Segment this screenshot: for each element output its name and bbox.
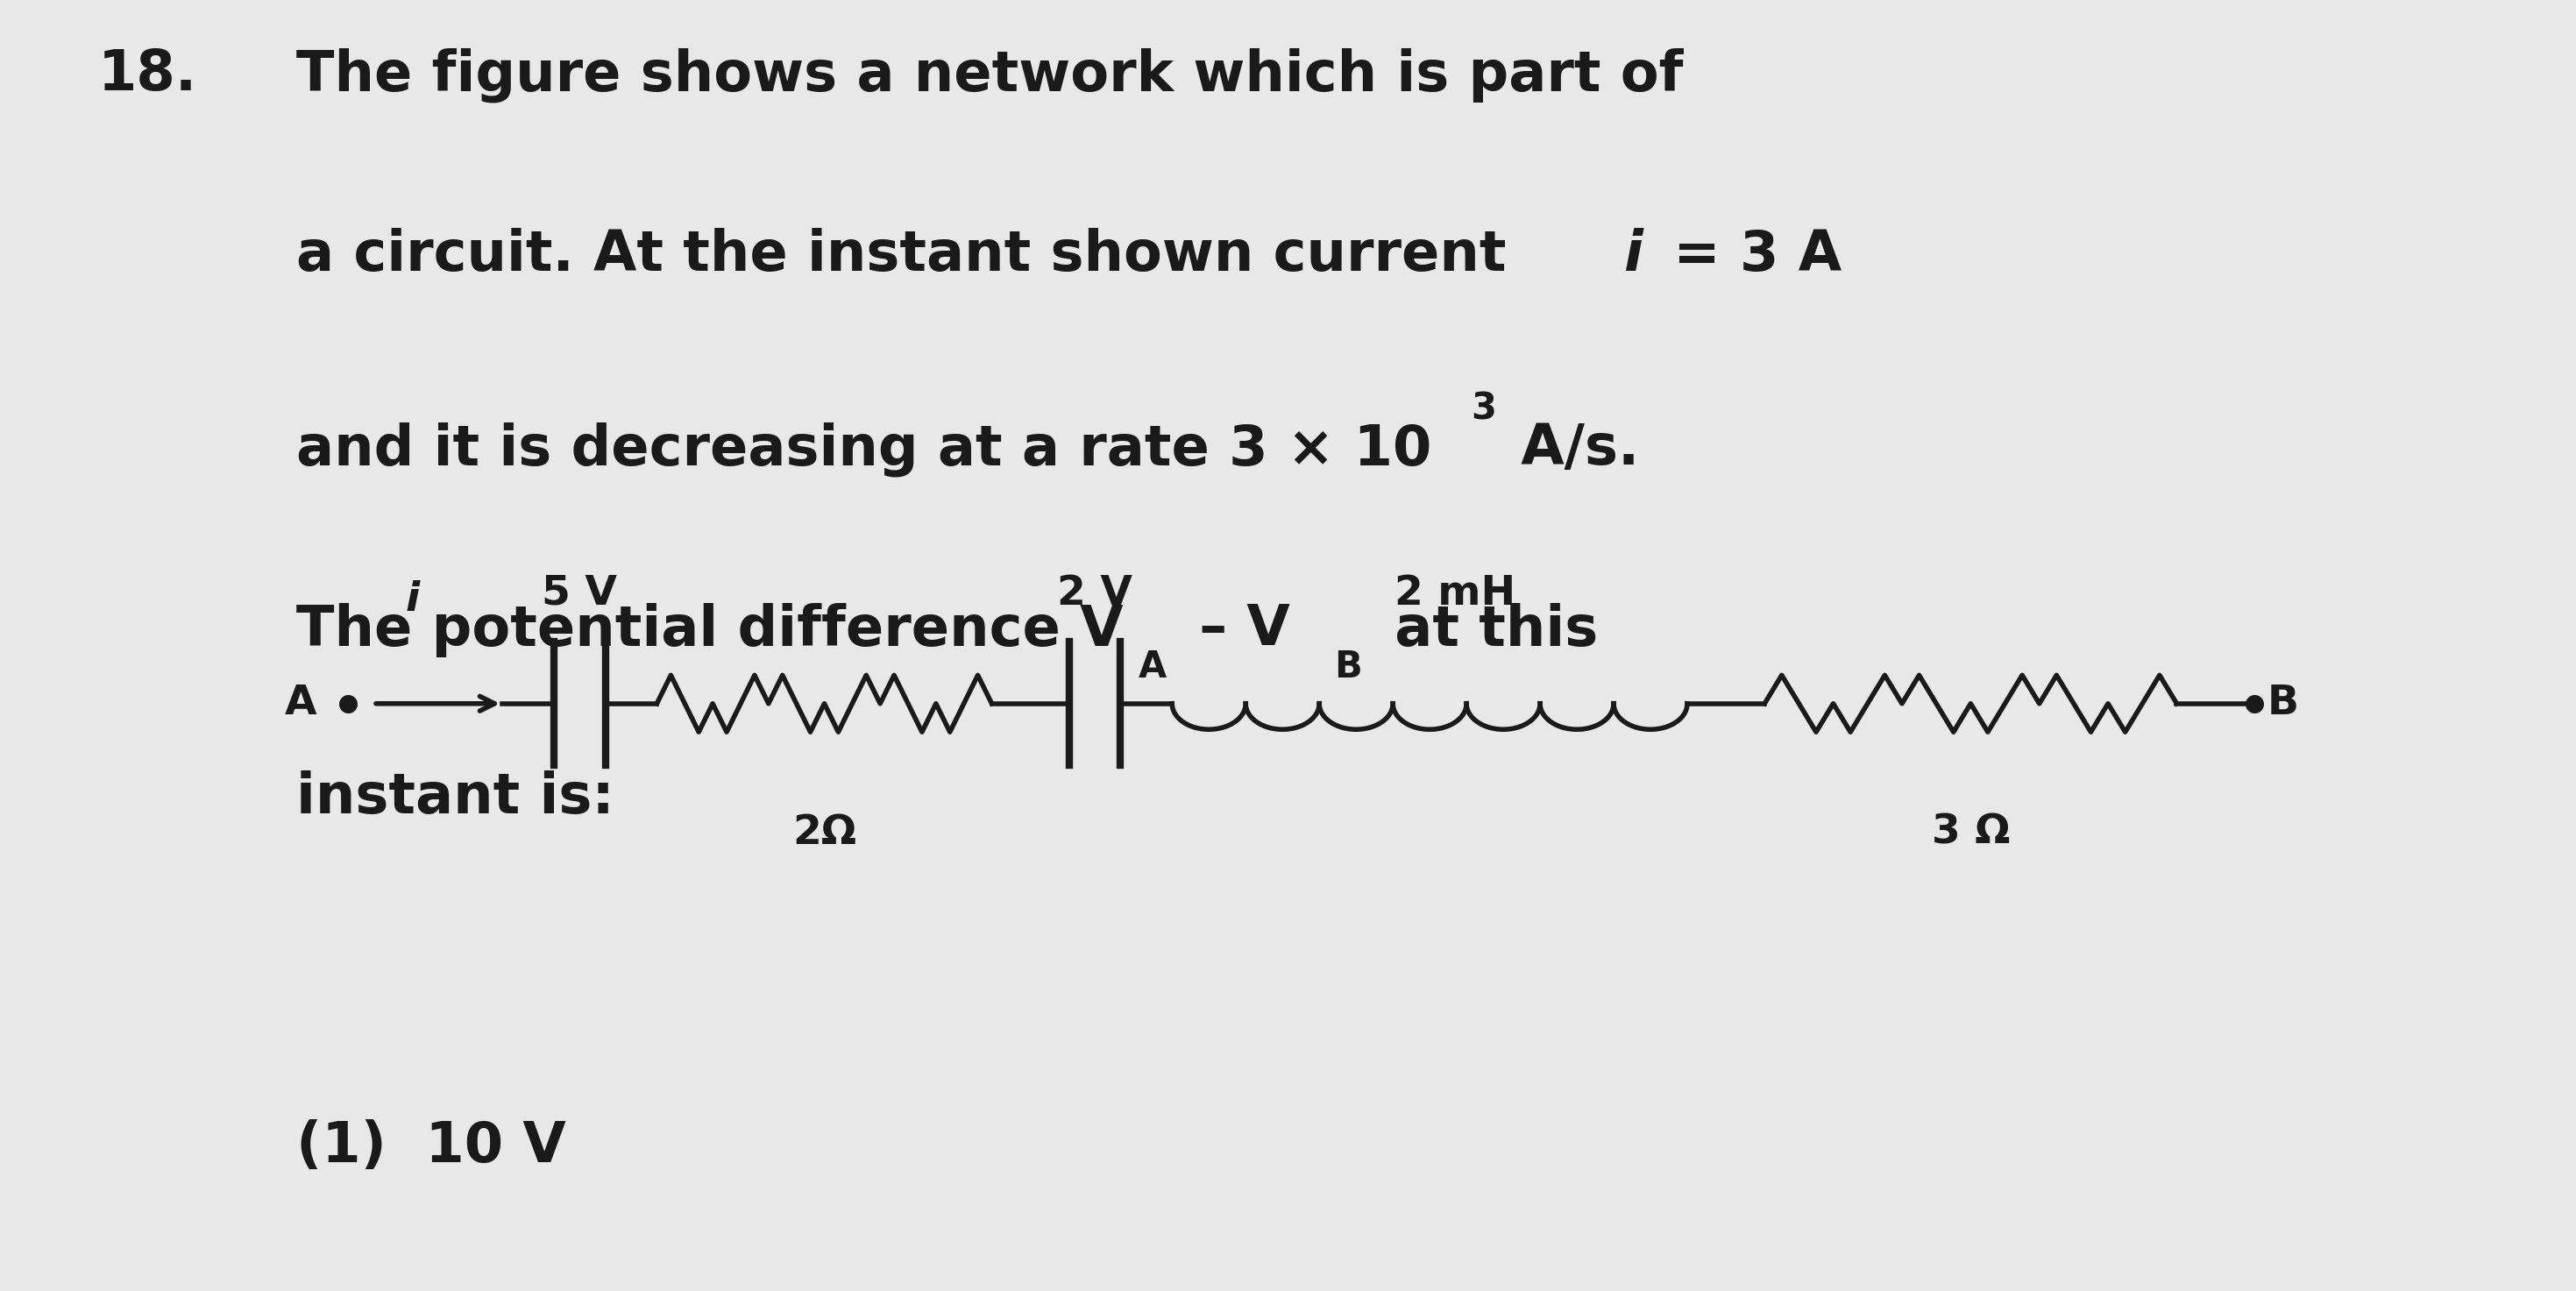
- Text: B: B: [1334, 649, 1363, 686]
- Text: 2 V: 2 V: [1056, 573, 1133, 613]
- Text: A/s.: A/s.: [1502, 422, 1641, 476]
- Text: 18.: 18.: [98, 48, 196, 102]
- Text: = 3 A: = 3 A: [1654, 229, 1842, 283]
- Text: at this: at this: [1376, 603, 1600, 657]
- Text: B: B: [2267, 684, 2298, 723]
- Text: 3 Ω: 3 Ω: [1932, 813, 2009, 853]
- Text: (1)  10 V: (1) 10 V: [296, 1119, 567, 1174]
- Text: and it is decreasing at a rate 3 × 10: and it is decreasing at a rate 3 × 10: [296, 422, 1432, 476]
- Point: [2233, 693, 2275, 714]
- Text: i: i: [1623, 229, 1641, 283]
- Text: 3: 3: [1471, 391, 1497, 427]
- Text: 5 V: 5 V: [541, 573, 618, 613]
- Text: 2Ω: 2Ω: [793, 813, 855, 853]
- Text: A: A: [286, 684, 317, 723]
- Text: instant is:: instant is:: [296, 771, 613, 825]
- Text: i: i: [404, 580, 420, 620]
- Point: [327, 693, 368, 714]
- Text: a circuit. At the instant shown current: a circuit. At the instant shown current: [296, 229, 1525, 283]
- Text: The potential difference V: The potential difference V: [296, 603, 1123, 657]
- Text: 2 mH: 2 mH: [1396, 573, 1515, 613]
- Text: – V: – V: [1180, 603, 1291, 657]
- Text: A: A: [1139, 649, 1167, 686]
- Text: The figure shows a network which is part of: The figure shows a network which is part…: [296, 48, 1682, 102]
